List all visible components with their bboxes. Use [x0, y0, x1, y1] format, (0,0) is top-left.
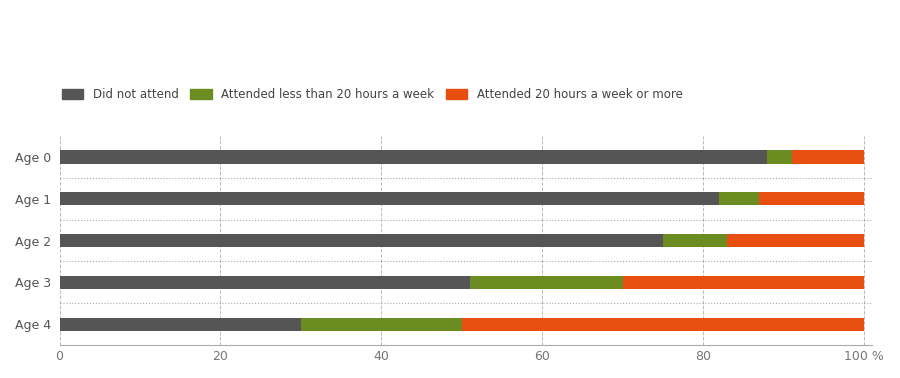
Bar [59, 192, 719, 205]
Bar [462, 318, 864, 331]
Bar [59, 276, 470, 289]
Bar [768, 150, 791, 164]
Bar [760, 192, 864, 205]
Bar [791, 150, 864, 164]
Bar [59, 318, 301, 331]
Bar [59, 150, 768, 164]
Bar [719, 192, 760, 205]
Bar [662, 234, 727, 247]
Bar [623, 276, 864, 289]
Bar [727, 234, 864, 247]
Bar [470, 276, 623, 289]
Bar [59, 234, 662, 247]
Bar [301, 318, 462, 331]
Legend: Did not attend, Attended less than 20 hours a week, Attended 20 hours a week or : Did not attend, Attended less than 20 ho… [58, 83, 688, 106]
